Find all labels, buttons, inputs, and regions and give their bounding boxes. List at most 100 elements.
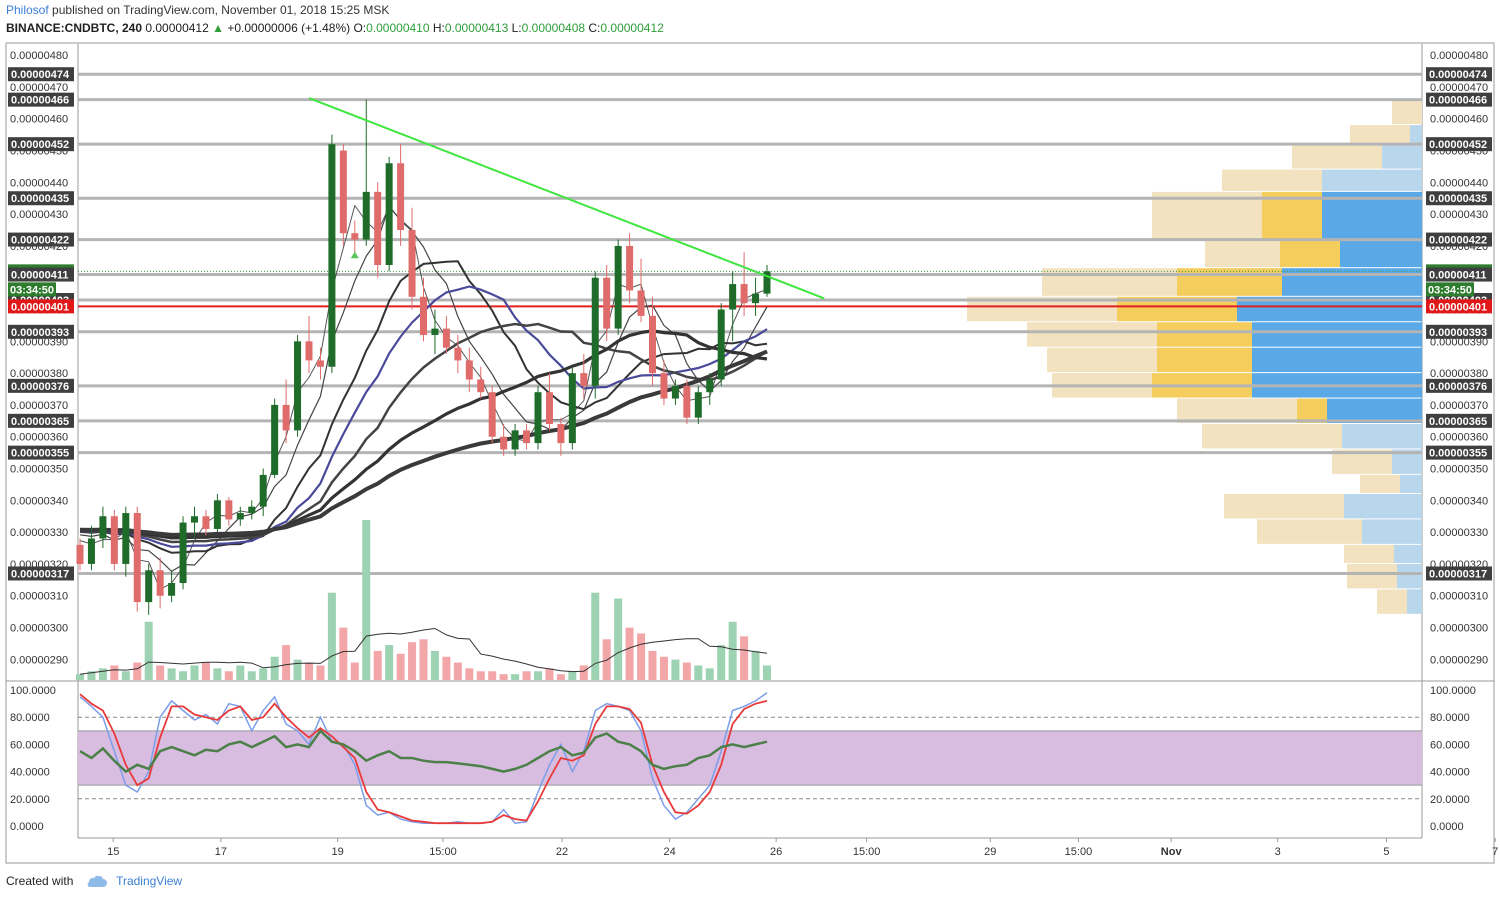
candle-body	[191, 516, 198, 523]
osc-axis-tick-left: 0.0000	[10, 821, 44, 833]
candle-body	[500, 436, 508, 450]
candle-body	[145, 570, 153, 603]
volume-bar	[339, 627, 348, 680]
candle	[442, 315, 450, 355]
volume-bar	[728, 621, 737, 680]
volume-bar	[671, 659, 680, 680]
low-value: 0.00000408	[521, 21, 586, 35]
candle-body	[442, 328, 450, 348]
candle-body	[294, 341, 302, 431]
candle	[408, 207, 416, 310]
candle	[328, 134, 336, 374]
candle-body	[717, 309, 725, 380]
price-axis-tick-left: 0.00000390	[10, 336, 68, 348]
volume-bar	[545, 668, 554, 680]
candle-body	[282, 404, 290, 431]
volume-profile-bar	[1382, 144, 1422, 169]
price-tag-label-right: 0.00000435	[1429, 193, 1487, 205]
osc-axis-tick-left: 100.0000	[10, 685, 56, 697]
volume-bar	[167, 668, 176, 680]
candle	[156, 557, 164, 609]
publish-line: Philosof published on TradingView.com, N…	[6, 3, 389, 17]
trendline[interactable]	[308, 97, 825, 300]
volume-bar	[293, 659, 302, 680]
candle	[110, 509, 118, 571]
volume-bar	[98, 668, 107, 680]
volume-profile-bar	[1350, 125, 1410, 144]
candle-body	[763, 271, 771, 294]
candle-body	[351, 233, 359, 240]
price-axis-tick-left: 0.00000380	[10, 368, 68, 380]
tradingview-cloud-icon	[87, 875, 107, 887]
candle-body	[729, 284, 737, 310]
published-text: published on TradingView.com, November 0…	[52, 3, 390, 17]
volume-bar	[350, 662, 359, 680]
volume-bar	[408, 642, 417, 680]
volume-bar	[591, 592, 600, 680]
candle-body	[626, 245, 634, 291]
volume-bar	[488, 671, 497, 680]
time-axis-label: 26	[770, 846, 782, 858]
candle-body	[202, 516, 210, 529]
candle	[236, 506, 244, 526]
candle-body	[236, 513, 244, 520]
osc-axis-tick-right: 80.0000	[1430, 712, 1470, 724]
open-value: 0.00000410	[366, 21, 430, 35]
oscillator-pane: 100.0000 100.0000 80.0000 80.0000 60.0000 60.…	[10, 685, 1476, 833]
volume-bar	[156, 665, 165, 680]
signal-triangle-icon	[350, 251, 359, 259]
candle	[168, 570, 176, 603]
countdown-label-left: 03:34:50	[10, 284, 54, 296]
price-axis-tick-right: 0.00000330	[1430, 527, 1488, 539]
candle	[717, 303, 725, 386]
price-tag-right	[1426, 191, 1492, 206]
rsi-band	[78, 730, 1422, 786]
tradingview-link[interactable]: TradingView	[116, 874, 183, 888]
volume-profile-bar	[1392, 99, 1422, 125]
price-axis-tick-left: 0.00000440	[10, 177, 68, 189]
countdown-label-right: 03:34:50	[1428, 284, 1472, 296]
price-axis-tick-right: 0.00000430	[1430, 209, 1488, 221]
price-tag-label-left: 0.00000401	[11, 301, 69, 313]
candle-body	[740, 284, 748, 304]
candle-body	[168, 583, 176, 596]
candle-body	[431, 328, 439, 335]
time-axis-label: 15:00	[429, 846, 457, 858]
price-tag-right	[1426, 267, 1492, 282]
price-change: +0.00000006 (+1.48%)	[227, 21, 351, 35]
price-axis[interactable]: 0.00000480 0.00000480 0.00000470 0.00000470…	[10, 50, 1488, 666]
symbol-line: BINANCE:CNDBTC, 240 0.00000412 ▲ +0.0000…	[6, 21, 664, 35]
volume-bar	[763, 665, 771, 680]
price-axis-tick-left: 0.00000370	[10, 400, 68, 412]
volume-profile-bar	[1222, 169, 1322, 191]
candle	[339, 144, 347, 246]
descending-trendline[interactable]	[308, 97, 825, 300]
price-tag-left	[8, 566, 74, 581]
candle-body	[76, 544, 84, 564]
close-label: C:	[588, 21, 601, 35]
candle-body	[591, 277, 599, 386]
candle	[740, 252, 748, 316]
author-link[interactable]: Philosof	[6, 3, 49, 17]
candle-body	[305, 341, 313, 361]
time-axis-label: 15:00	[1065, 846, 1093, 858]
volume-bar	[385, 645, 394, 680]
stoch-k-line	[79, 692, 768, 824]
price-axis-tick-right: 0.00000460	[1430, 114, 1488, 126]
price-tag-left	[8, 413, 74, 428]
volume-profile-bar	[1400, 474, 1422, 493]
candle-body	[248, 506, 256, 514]
price-tag-right	[1426, 413, 1492, 428]
price-axis-tick-right: 0.00000350	[1430, 464, 1488, 476]
time-axis[interactable]: 15 17 19 15:00 22 24 26 15:00 29 15:00 Nov 3 5 7	[107, 838, 1498, 858]
price-axis-tick-left: 0.00000330	[10, 527, 68, 539]
candle-body	[580, 373, 588, 386]
volume-bar	[179, 671, 188, 680]
candle	[637, 258, 645, 323]
candle	[385, 156, 393, 272]
candle	[763, 265, 771, 297]
volume-bar	[236, 665, 245, 680]
volume-bar	[76, 674, 84, 680]
candle	[568, 366, 576, 450]
